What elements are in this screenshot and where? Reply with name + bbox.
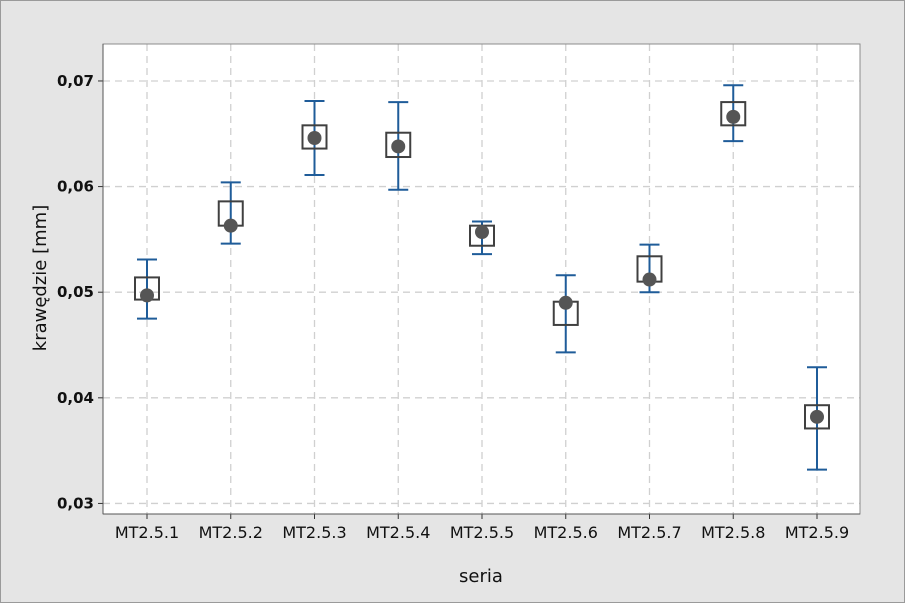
x-tick-label: MT2.5.7: [617, 523, 681, 542]
mean-point: [307, 131, 322, 145]
axes: 0,03 0,04 0,05 0,06 0,07 MT2.5.1 MT2.5.2 MT2.5.…: [57, 43, 861, 542]
y-tick-label: 0,04: [57, 389, 94, 407]
mean-point: [223, 218, 238, 233]
x-tick-label: MT2.5.4: [366, 523, 430, 542]
mean-point: [391, 139, 406, 154]
x-tick-label: MT2.5.3: [282, 523, 346, 542]
y-axis-title: krawędzie [mm]: [30, 205, 51, 351]
mean-point: [558, 295, 573, 310]
mean-point: [475, 225, 489, 239]
y-tick-label: 0,06: [57, 178, 94, 196]
interval-box: [720, 101, 747, 127]
x-axis-title: seria: [459, 566, 503, 587]
y-tick-label: 0,05: [57, 283, 94, 301]
interval-box: [301, 124, 328, 150]
interval-box: [385, 131, 412, 159]
x-tick-label: MT2.5.6: [534, 523, 598, 542]
y-tick-label: 0,03: [57, 494, 94, 512]
x-tick-label: MT2.5.1: [115, 523, 179, 542]
x-tick-label: MT2.5.5: [450, 523, 514, 542]
mean-point: [810, 409, 824, 424]
mean-point: [726, 109, 741, 124]
mean-point: [140, 288, 154, 303]
x-tick-label: MT2.5.9: [785, 523, 849, 542]
mean-point: [642, 272, 657, 287]
x-tick-label: MT2.5.8: [701, 523, 765, 542]
y-tick-label: 0,07: [57, 72, 94, 90]
x-tick-label: MT2.5.2: [199, 523, 263, 542]
data-marks: [134, 84, 830, 471]
interval-box: [804, 404, 830, 430]
